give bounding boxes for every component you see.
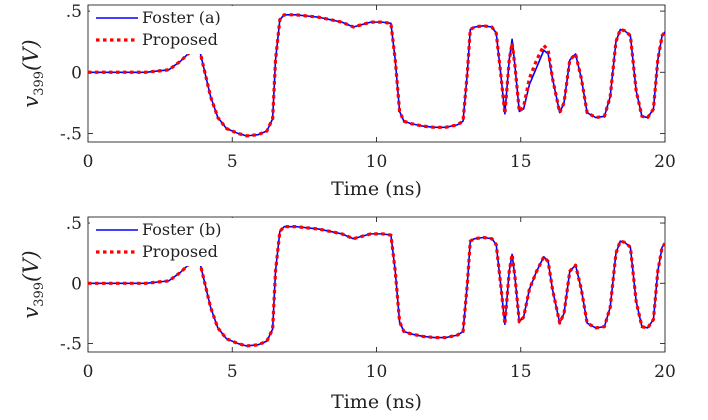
legend-label: Proposed (142, 30, 218, 49)
x-tick-label: 5 (227, 362, 238, 382)
y-axis-title-unit: (V) (19, 250, 43, 282)
legend-box (90, 218, 238, 266)
x-tick-label: 10 (366, 362, 388, 382)
x-tick-label: 0 (83, 362, 94, 382)
y-axis-title-subscript: 399 (32, 71, 47, 96)
y-tick-label: -.5 (60, 335, 82, 355)
x-axis-title: Time (ns) (331, 178, 422, 200)
x-axis-title: Time (ns) (331, 391, 422, 413)
legend: Foster (b) Proposed (90, 218, 238, 266)
x-tick-label: 10 (366, 152, 388, 172)
y-tick-label: .5 (66, 214, 82, 234)
y-axis-title-base: v (19, 96, 43, 108)
x-tick-label: 15 (510, 362, 532, 382)
y-tick-label: 0 (71, 63, 82, 83)
legend-box (90, 6, 238, 54)
x-tick-label: 20 (654, 152, 676, 172)
y-axis-title: v399(V) (19, 39, 47, 107)
y-axis-title-subscript: 399 (32, 282, 47, 307)
series-line-foster-b (88, 225, 665, 347)
legend-label: Foster (b) (142, 220, 221, 239)
y-tick-label: 0 (71, 274, 82, 294)
y-axis-title: v399(V) (19, 250, 47, 318)
x-tick-label: 0 (83, 152, 94, 172)
x-tick-label: 20 (654, 362, 676, 382)
y-axis-title-unit: (V) (19, 39, 43, 71)
legend: Foster (a) Proposed (90, 6, 238, 54)
legend-label: Foster (a) (142, 8, 221, 27)
y-tick-label: .5 (66, 2, 82, 22)
series-line-proposed (88, 13, 665, 138)
x-tick-label: 15 (510, 152, 532, 172)
legend-label: Proposed (142, 242, 218, 261)
y-axis-title-base: v (19, 307, 43, 319)
y-tick-label: -.5 (60, 124, 82, 144)
x-tick-label: 5 (227, 152, 238, 172)
